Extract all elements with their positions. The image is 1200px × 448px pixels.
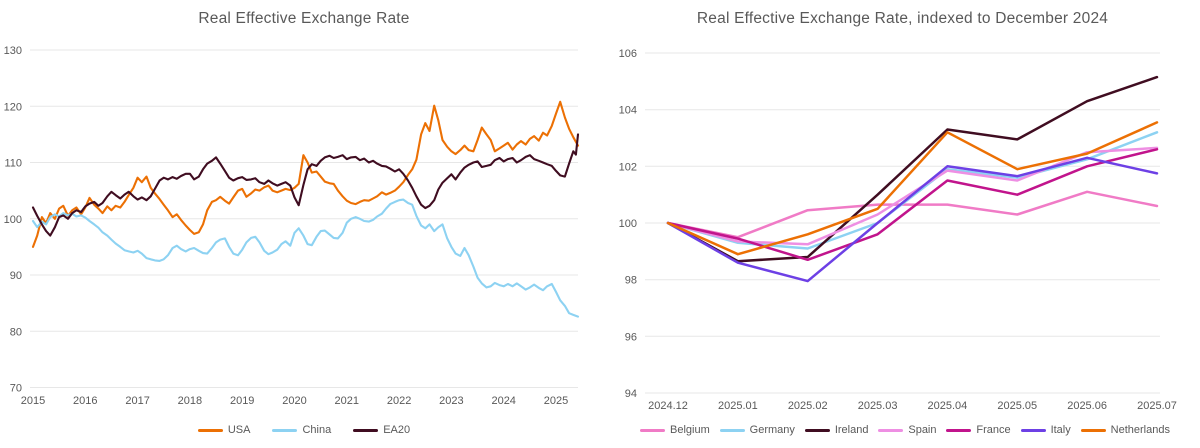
y-axis-tick-label: 100: [619, 218, 637, 230]
x-axis-tick-label: 2018: [178, 395, 202, 407]
legend-label: Italy: [1050, 424, 1071, 436]
y-axis-tick-label: 100: [4, 214, 22, 226]
legend-label: France: [976, 424, 1011, 436]
legend-item-china: China: [272, 424, 331, 436]
legend-swatch-france: [946, 428, 972, 432]
y-axis-tick-label: 110: [4, 158, 22, 170]
series-line-italy: [666, 156, 1159, 283]
y-axis-tick-label: 90: [10, 270, 22, 282]
left-chart: Real Effective Exchange Rate 130 120 110 10…: [4, 10, 580, 436]
x-axis-tick-label: 2025.03: [858, 400, 898, 412]
x-axis-tick-label: 2025.05: [997, 400, 1037, 412]
y-axis-tick-label: 106: [619, 48, 637, 60]
legend-label: EA20: [383, 424, 411, 436]
series-line-usa: [31, 100, 580, 248]
x-axis-tick-label: 2016: [73, 395, 97, 407]
left-chart-title: Real Effective Exchange Rate: [198, 10, 410, 27]
legend-swatch-ireland: [804, 428, 830, 432]
legend-label: Netherlands: [1110, 424, 1170, 436]
series-line-belgium: [666, 190, 1159, 239]
legend-swatch-ea20: [353, 428, 379, 432]
legend-item-ea20: EA20: [353, 424, 410, 436]
legend-label: Belgium: [670, 424, 710, 436]
series-line-ea20: [31, 133, 580, 237]
legend-label: Spain: [908, 424, 937, 436]
x-axis-tick-label: 2022: [387, 395, 411, 407]
legend-swatch-netherlands: [1080, 428, 1106, 432]
x-axis-tick-label: 2015: [21, 395, 45, 407]
legend-item-spain: Spain: [878, 424, 937, 436]
x-axis-tick-label: 2025: [544, 395, 568, 407]
y-axis-tick-label: 130: [4, 45, 22, 57]
right-chart: Real Effective Exchange Rate, indexed to…: [600, 0, 1200, 448]
legend-swatch-usa: [197, 428, 223, 432]
x-axis-tick-label: 2017: [125, 395, 149, 407]
series-line-netherlands: [666, 121, 1159, 256]
x-axis-tick-label: 2020: [282, 395, 306, 407]
x-axis-tick-label: 2025.02: [788, 400, 828, 412]
x-axis-tick-label: 2021: [335, 395, 359, 407]
x-axis-tick-label: 2025.07: [1137, 400, 1177, 412]
legend-item-belgium: Belgium: [640, 424, 710, 436]
legend-item-germany: Germany: [719, 424, 795, 436]
legend-swatch-germany: [719, 428, 745, 432]
legend-label: USA: [227, 424, 251, 436]
series-line-ireland: [666, 75, 1159, 263]
series-line-germany: [666, 131, 1159, 250]
y-axis-tick-label: 98: [625, 275, 637, 287]
legend-item-usa: USA: [197, 424, 251, 436]
left-chart-legend: USA China EA20: [30, 424, 578, 436]
legend-swatch-italy: [1020, 428, 1046, 432]
legend-item-netherlands: Netherlands: [1080, 424, 1170, 436]
x-axis-tick-label: 2025.01: [718, 400, 758, 412]
x-axis-tick-label: 2019: [230, 395, 254, 407]
legend-label: China: [302, 424, 332, 436]
legend-item-france: France: [946, 424, 1011, 436]
x-axis-tick-label: 2024.12: [648, 400, 688, 412]
x-axis-tick-label: 2023: [439, 395, 463, 407]
y-axis-tick-label: 102: [619, 161, 637, 173]
right-chart-canvas: 106 104 102 100 98 96 94 2024.12 2025.01 2025.02 2…: [619, 48, 1177, 412]
legend-item-ireland: Ireland: [804, 424, 869, 436]
legend-swatch-spain: [878, 428, 904, 432]
legend-label: Germany: [749, 424, 795, 436]
x-axis-tick-label: 2024: [491, 395, 515, 407]
y-axis-tick-label: 70: [10, 383, 22, 395]
legend-swatch-china: [272, 428, 298, 432]
y-axis-tick-label: 104: [619, 105, 637, 117]
series-line-china: [31, 198, 580, 318]
y-axis-tick-label: 96: [625, 331, 637, 343]
x-axis-tick-label: 2025.04: [928, 400, 968, 412]
x-axis-tick-label: 2025.06: [1067, 400, 1107, 412]
y-axis-tick-label: 94: [625, 388, 637, 400]
legend-item-italy: Italy: [1020, 424, 1071, 436]
y-axis-tick-label: 80: [10, 326, 22, 338]
right-chart-title: Real Effective Exchange Rate, indexed to…: [696, 10, 1109, 27]
y-axis-tick-label: 120: [4, 101, 22, 113]
series-line-france: [666, 148, 1159, 262]
legend-label: Ireland: [834, 424, 869, 436]
right-chart-legend: Belgium Germany Ireland Spain France Italy Net…: [640, 424, 1170, 436]
legend-swatch-belgium: [640, 428, 665, 432]
